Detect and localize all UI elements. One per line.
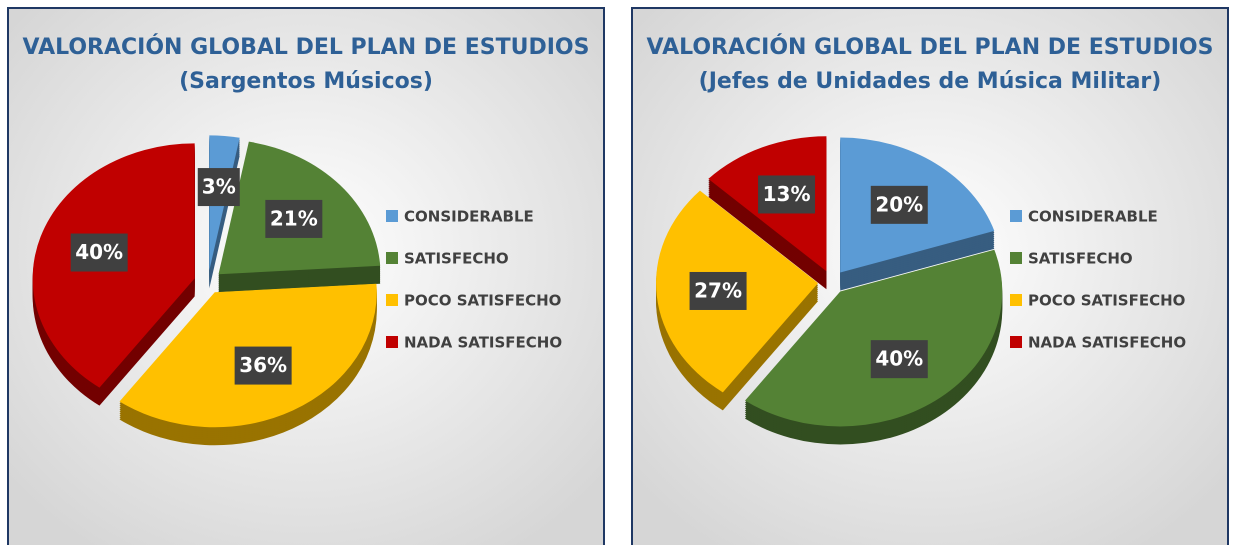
legend-swatch bbox=[386, 294, 398, 306]
data-label: 13% bbox=[763, 182, 811, 206]
legend-swatch bbox=[1010, 336, 1022, 348]
legend-label: CONSIDERABLE bbox=[404, 208, 534, 226]
slice bbox=[745, 249, 1003, 427]
legend-label: CONSIDERABLE bbox=[1028, 208, 1158, 226]
data-label: 36% bbox=[239, 353, 287, 377]
legend-label: NADA SATISFECHO bbox=[1028, 334, 1186, 352]
legend-swatch bbox=[1010, 252, 1022, 264]
chart-title: VALORACIÓN GLOBAL DEL PLAN DE ESTUDIOS bbox=[647, 34, 1214, 60]
data-label-box bbox=[870, 340, 928, 379]
legend-swatch bbox=[386, 252, 398, 264]
legend-label: POCO SATISFECHO bbox=[1028, 292, 1185, 310]
legend-swatch bbox=[386, 336, 398, 348]
data-label: 40% bbox=[875, 347, 923, 371]
data-label-box bbox=[758, 175, 816, 214]
legend-label: NADA SATISFECHO bbox=[404, 334, 562, 352]
chart-subtitle: (Sargentos Músicos) bbox=[179, 69, 433, 94]
legend-label: SATISFECHO bbox=[404, 250, 509, 268]
data-label-box bbox=[70, 233, 128, 272]
chart-subtitle: (Jefes de Unidades de Música Militar) bbox=[699, 69, 1162, 94]
data-label-box bbox=[234, 346, 292, 385]
legend-swatch bbox=[1010, 210, 1022, 222]
legend-swatch bbox=[386, 210, 398, 222]
data-label: 27% bbox=[694, 278, 742, 302]
data-label: 20% bbox=[875, 192, 923, 216]
data-label-box bbox=[265, 199, 323, 238]
data-label: 40% bbox=[75, 240, 123, 264]
legend-swatch bbox=[1010, 294, 1022, 306]
data-label: 3% bbox=[202, 175, 236, 199]
legend-label: SATISFECHO bbox=[1028, 250, 1133, 268]
chart: VALORACIÓN GLOBAL DEL PLAN DE ESTUDIOS (J… bbox=[631, 7, 1229, 549]
chart-title: VALORACIÓN GLOBAL DEL PLAN DE ESTUDIOS bbox=[23, 34, 590, 60]
chart: VALORACIÓN GLOBAL DEL PLAN DE ESTUDIOS (S… bbox=[7, 7, 605, 549]
legend-label: POCO SATISFECHO bbox=[404, 292, 561, 310]
data-label: 21% bbox=[270, 206, 318, 230]
data-label-box bbox=[689, 271, 747, 310]
data-label-box bbox=[197, 168, 240, 207]
data-label-box bbox=[870, 185, 928, 224]
